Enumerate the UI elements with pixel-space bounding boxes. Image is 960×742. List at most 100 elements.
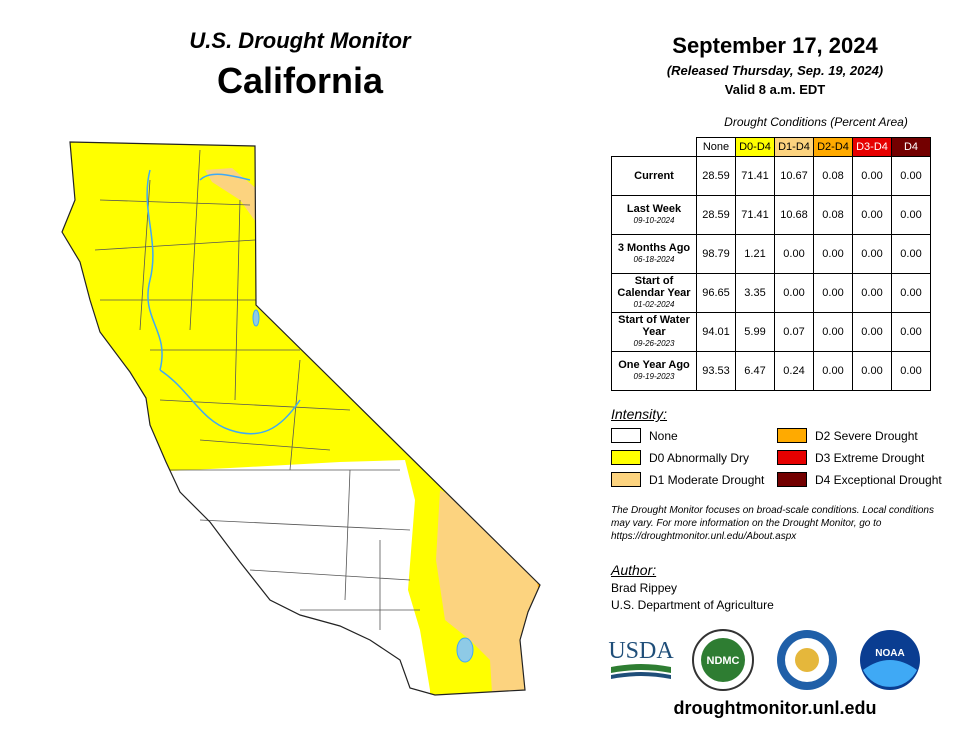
logo-text: NOAA [875, 648, 904, 659]
cell: 0.00 [891, 273, 931, 313]
legend-swatch [777, 472, 807, 487]
cell: 28.59 [696, 156, 736, 196]
usda-logo: USDA [608, 638, 674, 679]
row-label-text: Start of Water Year [618, 314, 690, 338]
column-header: None [696, 137, 736, 157]
column-header: D2-D4 [813, 137, 853, 157]
table-row: Last Week 09-10-2024 28.59 71.41 10.68 0.08 0.… [611, 195, 931, 235]
ndmc-logo: NDMC [692, 629, 754, 691]
lake [252, 309, 260, 327]
row-label: Current [611, 156, 697, 196]
cell: 3.35 [735, 273, 775, 313]
row-label: 3 Months Ago 06-18-2024 [611, 234, 697, 274]
row-label: Last Week 09-10-2024 [611, 195, 697, 235]
cell: 0.00 [891, 351, 931, 391]
map [61, 141, 541, 696]
cell: 0.00 [852, 312, 892, 352]
cell: 0.00 [852, 273, 892, 313]
legend-swatch [611, 428, 641, 443]
legend-item: None [611, 428, 678, 443]
author-name: Brad Rippey [611, 581, 678, 595]
legend-label: D2 Severe Drought [815, 428, 918, 443]
legend-item: D4 Exceptional Drought [777, 472, 942, 487]
table-caption: Drought Conditions (Percent Area) [724, 115, 908, 129]
legend-swatch [611, 450, 641, 465]
conditions-table: None D0-D4 D1-D4 D2-D4 D3-D4 D4 Current 28.59 71… [611, 137, 931, 391]
lake [456, 637, 474, 663]
legend-swatch [611, 472, 641, 487]
row-date: 09-26-2023 [633, 339, 675, 348]
cell: 0.00 [852, 234, 892, 274]
cell: 28.59 [696, 195, 736, 235]
logo-text: USDA [608, 638, 674, 664]
url: droughtmonitor.unl.edu [673, 698, 877, 718]
row-date: 06-18-2024 [633, 255, 675, 264]
author-agency: U.S. Department of Agriculture [611, 598, 774, 612]
release-date: (Released Thursday, Sep. 19, 2024) [666, 63, 884, 78]
logo-text: NDMC [707, 655, 740, 667]
cell: 94.01 [696, 312, 736, 352]
cell: 0.00 [813, 273, 853, 313]
cell: 0.00 [813, 312, 853, 352]
row-label: One Year Ago 09-19-2023 [611, 351, 697, 391]
cell: 0.00 [852, 156, 892, 196]
legend-label: None [649, 428, 678, 443]
cell: 0.00 [852, 351, 892, 391]
column-header: D0-D4 [735, 137, 775, 157]
column-header: D3-D4 [852, 137, 892, 157]
cell: 71.41 [735, 156, 775, 196]
noaa-logo: NOAA [860, 630, 920, 690]
cell: 6.47 [735, 351, 775, 391]
logos: USDA NDMC NOAA [608, 629, 920, 691]
cell: 0.24 [774, 351, 814, 391]
column-header: D4 [891, 137, 931, 157]
row-label: Start of Calendar Year 01-02-2024 [611, 273, 697, 313]
legend-swatch [777, 428, 807, 443]
cell: 0.00 [891, 234, 931, 274]
cell: 96.65 [696, 273, 736, 313]
row-label-text: One Year Ago [618, 359, 690, 371]
cell: 10.68 [774, 195, 814, 235]
cell: 0.00 [891, 312, 931, 352]
table-row: Current 28.59 71.41 10.67 0.08 0.00 0.00 [611, 156, 931, 196]
legend-label: D0 Abnormally Dry [649, 450, 750, 465]
legend-label: D3 Extreme Drought [815, 450, 925, 465]
title: U.S. Drought Monitor [189, 28, 411, 53]
legend-item: D2 Severe Drought [777, 428, 918, 443]
row-date: 01-02-2024 [633, 300, 675, 309]
county-lines [94, 149, 420, 630]
table-row: Start of Water Year 09-26-2023 94.01 5.99 0.… [611, 312, 931, 352]
cell: 10.67 [774, 156, 814, 196]
legend-item: D1 Moderate Drought [611, 472, 764, 487]
cell: 0.00 [813, 351, 853, 391]
table-row: 3 Months Ago 06-18-2024 98.79 1.21 0.00 0.00 0… [611, 234, 931, 274]
legend-label: D4 Exceptional Drought [815, 472, 942, 487]
valid-time: Valid 8 a.m. EDT [724, 82, 826, 97]
cell: 0.00 [774, 234, 814, 274]
state-outline [61, 141, 541, 696]
legend-label: D1 Moderate Drought [649, 472, 765, 487]
row-date: 09-10-2024 [633, 216, 675, 225]
row-label-text: Start of Calendar Year [617, 275, 691, 299]
legend-item: D0 Abnormally Dry [611, 450, 749, 465]
cell: 93.53 [696, 351, 736, 391]
row-label-text: Last Week [626, 203, 682, 215]
state-fill [62, 142, 540, 695]
rivers [146, 169, 301, 435]
cell: 0.00 [813, 234, 853, 274]
column-header: D1-D4 [774, 137, 814, 157]
row-label: Start of Water Year 09-26-2023 [611, 312, 697, 352]
author-heading: Author: [611, 562, 657, 578]
state-name: California [216, 60, 384, 101]
cell: 0.07 [774, 312, 814, 352]
legend-swatch [777, 450, 807, 465]
cell: 1.21 [735, 234, 775, 274]
date: September 17, 2024 [672, 33, 878, 58]
cell: 0.08 [813, 195, 853, 235]
legend-title: Intensity: [611, 406, 668, 422]
table-row: Start of Calendar Year 01-02-2024 96.65 3.3… [611, 273, 931, 313]
table-row: One Year Ago 09-19-2023 93.53 6.47 0.24 0.00 0… [611, 351, 931, 391]
row-date: 09-19-2023 [633, 372, 675, 381]
row-label-text: 3 Months Ago [617, 242, 691, 254]
